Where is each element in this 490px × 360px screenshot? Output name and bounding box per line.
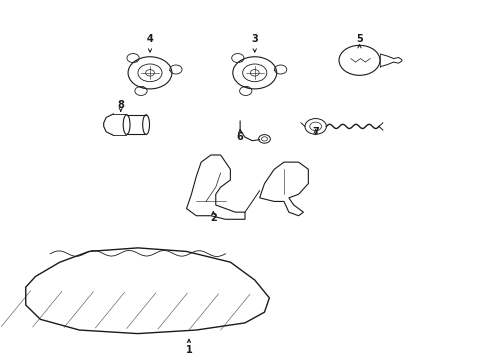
Text: 5: 5 xyxy=(356,34,363,44)
Text: 3: 3 xyxy=(251,34,258,44)
Text: 2: 2 xyxy=(210,212,217,222)
Text: 8: 8 xyxy=(117,100,124,110)
Text: 1: 1 xyxy=(186,345,193,355)
Text: 6: 6 xyxy=(237,132,244,142)
Text: 7: 7 xyxy=(312,127,319,137)
Text: 4: 4 xyxy=(147,34,153,44)
